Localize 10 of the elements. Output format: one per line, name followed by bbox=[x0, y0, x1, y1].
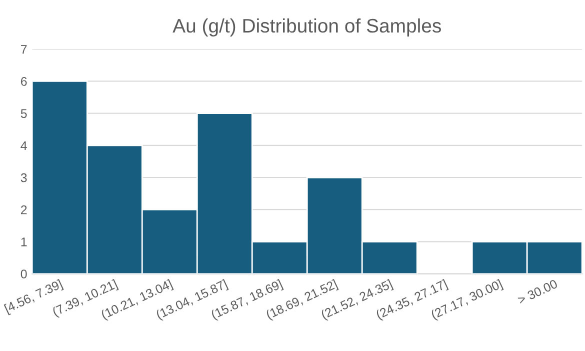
y-tick-label: 0 bbox=[20, 270, 27, 278]
y-tick-label: 3 bbox=[20, 173, 27, 182]
chart-title: Au (g/t) Distribution of Samples bbox=[172, 18, 441, 37]
y-tick-label: 4 bbox=[20, 141, 27, 150]
y-tick-label: 1 bbox=[21, 238, 27, 246]
y-tick-label: 6 bbox=[20, 77, 27, 86]
y-tick-label: 7 bbox=[21, 45, 27, 54]
x-tick-label: > 30.00 bbox=[517, 279, 558, 304]
y-tick-label: 2 bbox=[20, 205, 27, 214]
y-tick-label: 5 bbox=[20, 109, 27, 118]
